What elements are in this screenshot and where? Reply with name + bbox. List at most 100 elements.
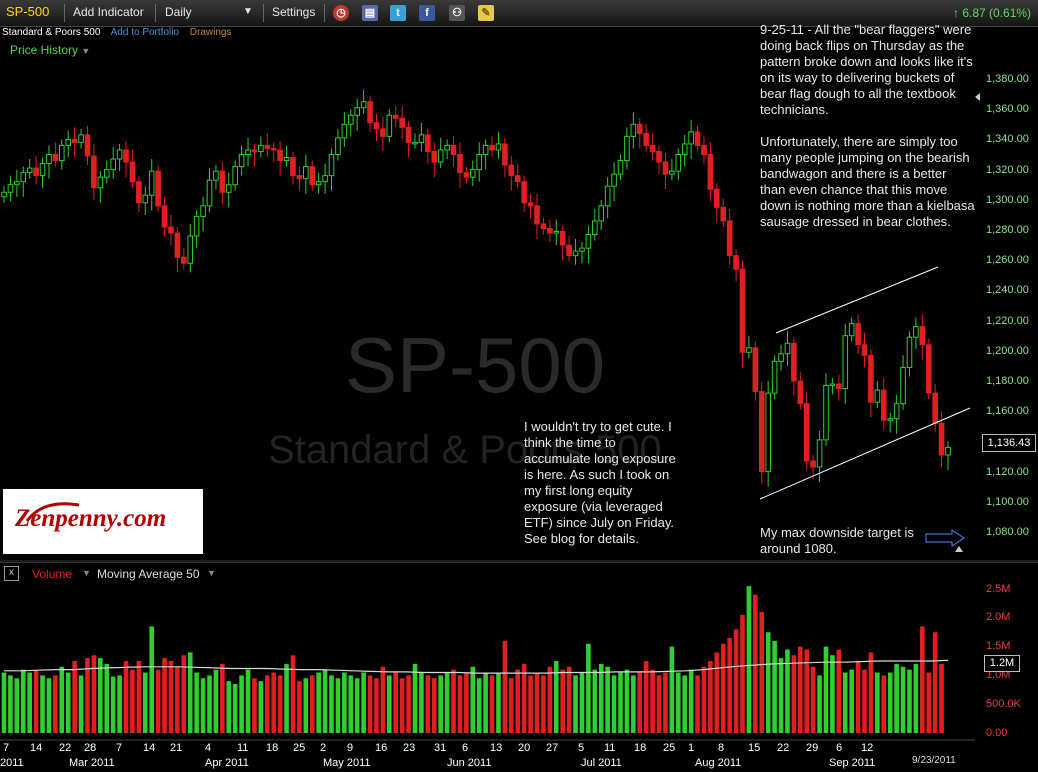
volume-bar xyxy=(631,675,636,733)
volume-bar xyxy=(20,669,26,733)
candle-body xyxy=(46,154,52,165)
candle-body xyxy=(701,144,707,156)
volume-bar xyxy=(849,669,854,733)
volume-bar xyxy=(515,669,521,733)
volume-bar xyxy=(290,655,296,733)
volume-bar xyxy=(560,669,565,733)
volume-bar xyxy=(464,672,469,733)
volume-bar xyxy=(797,646,803,733)
volume-bar xyxy=(406,675,411,733)
add-to-portfolio-link[interactable]: Add to Portfolio xyxy=(110,27,180,38)
candle-body xyxy=(726,220,733,257)
volume-bar xyxy=(149,626,155,733)
candle-body xyxy=(630,123,637,137)
candle-body xyxy=(97,176,104,189)
notes-icon[interactable]: ✎ xyxy=(478,5,494,21)
volume-bar xyxy=(932,632,938,733)
volume-bar xyxy=(354,678,360,733)
price-axis-label: 1,200.00 xyxy=(986,344,1029,357)
drawings-link[interactable]: Drawings xyxy=(189,27,232,38)
symbol-field[interactable]: SP-500 xyxy=(6,4,50,19)
volume-bar xyxy=(553,661,559,733)
candle-body xyxy=(450,144,457,156)
facebook-icon[interactable]: f xyxy=(419,5,435,21)
candle-body xyxy=(39,163,46,177)
chevron-down-icon: ▼ xyxy=(81,46,91,56)
volume-bar xyxy=(855,661,861,733)
volume-bar xyxy=(40,675,45,733)
volume-bar xyxy=(387,675,392,733)
candle-body xyxy=(611,173,617,187)
price-axis-label: 1,080.00 xyxy=(986,526,1029,538)
date-tick-label: 12 xyxy=(861,742,874,754)
print-icon[interactable]: ▤ xyxy=(362,5,378,21)
candle-body xyxy=(103,169,110,178)
candle-body xyxy=(489,144,495,151)
candle-body xyxy=(592,220,598,236)
volume-bar xyxy=(528,675,533,733)
volume-bar xyxy=(881,675,887,733)
share-icon[interactable]: ⚇ xyxy=(449,5,465,21)
volume-bar xyxy=(1,672,7,733)
candle-body xyxy=(174,232,181,258)
candle-body xyxy=(900,366,906,405)
volume-label: Volume xyxy=(32,567,73,581)
volume-bar xyxy=(309,675,315,733)
period-select[interactable]: Daily xyxy=(165,5,192,19)
price-history-menu[interactable]: Price History ▼ xyxy=(10,43,90,57)
month-label: Apr 2011 xyxy=(205,757,249,769)
candle-body xyxy=(925,344,932,394)
date-tick-label: 16 xyxy=(375,742,388,754)
zenpenny-logo: Zenpenny.com xyxy=(3,489,203,554)
alarm-icon[interactable]: ◷ xyxy=(333,5,349,21)
candle-body xyxy=(566,244,572,257)
candle-body xyxy=(669,170,675,175)
twitter-icon[interactable]: t xyxy=(390,5,406,21)
volume-bar xyxy=(489,675,495,733)
price-axis-label: 1,220.00 xyxy=(986,314,1029,327)
candle-body xyxy=(848,323,855,337)
add-indicator-button[interactable]: Add Indicator xyxy=(73,5,144,19)
candle-body xyxy=(315,181,322,186)
date-tick-label: 6 xyxy=(836,742,843,754)
price-change: ↑ 6.87 (0.61%) xyxy=(953,6,1031,20)
volume-bar xyxy=(175,666,180,733)
candle-body xyxy=(733,255,739,270)
candle-body xyxy=(579,247,585,252)
volume-bar xyxy=(939,663,944,733)
settings-button[interactable]: Settings xyxy=(272,5,316,19)
close-icon[interactable]: x xyxy=(4,566,19,581)
volume-bar xyxy=(643,661,649,733)
volume-axis-label: 0.00 xyxy=(986,727,1008,739)
volume-bar xyxy=(258,681,264,733)
candle-body xyxy=(887,418,894,421)
chevron-down-icon[interactable]: ▼ xyxy=(82,568,91,578)
date-tick-label: 22 xyxy=(59,742,72,754)
volume-bar xyxy=(907,669,912,733)
toolbar: SP-500 Add Indicator Daily ▼ Settings ◷ … xyxy=(0,0,1038,27)
candle-body xyxy=(816,439,823,468)
price-axis-label: 1,180.00 xyxy=(986,375,1029,387)
chevron-down-icon[interactable]: ▼ xyxy=(243,6,253,17)
annotation-note-target: My max downside target is around 1080. xyxy=(760,525,914,556)
volume-bar xyxy=(830,655,835,733)
volume-bar xyxy=(213,669,219,733)
candle-body xyxy=(181,256,187,264)
candle-body xyxy=(78,134,84,143)
candle-body xyxy=(874,389,881,403)
chevron-down-icon[interactable]: ▼ xyxy=(207,568,216,578)
volume-bar xyxy=(232,684,238,733)
candle-body xyxy=(707,154,714,190)
volume-bar xyxy=(46,678,52,733)
month-label: Sep 2011 xyxy=(829,757,876,769)
volume-bar xyxy=(181,655,187,733)
candle-body xyxy=(829,383,836,387)
volume-bar xyxy=(252,678,257,733)
date-tick-label: 29 xyxy=(806,742,819,754)
subbar: Standard & Poors 500 Add to Portfolio Dr… xyxy=(0,27,239,38)
candle-body xyxy=(225,184,232,193)
candle-body xyxy=(277,149,283,162)
volume-bar xyxy=(772,640,777,733)
candle-body xyxy=(283,157,290,162)
